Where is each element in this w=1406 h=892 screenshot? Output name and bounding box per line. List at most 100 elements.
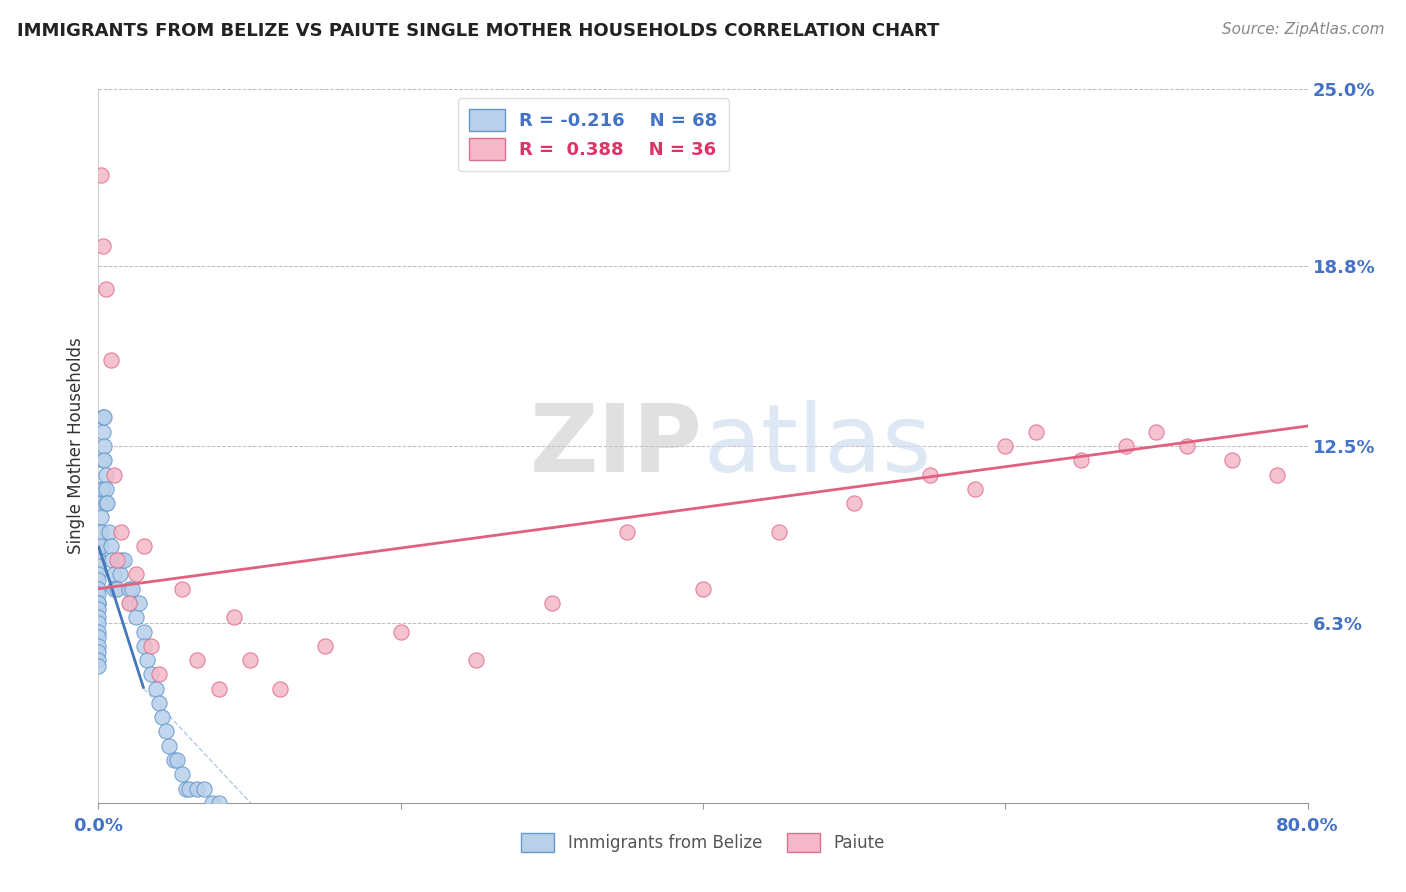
Point xyxy=(87,587,110,601)
Point xyxy=(163,753,186,767)
Text: Source: ZipAtlas.com: Source: ZipAtlas.com xyxy=(1222,22,1385,37)
Point xyxy=(1267,467,1289,482)
Point xyxy=(105,582,128,596)
Point xyxy=(170,582,193,596)
Point xyxy=(389,624,412,639)
Point xyxy=(90,539,112,553)
Point xyxy=(87,544,110,558)
Point xyxy=(224,610,246,624)
Point xyxy=(90,524,112,539)
Point xyxy=(98,524,121,539)
Point xyxy=(125,610,148,624)
Point xyxy=(135,653,157,667)
Point xyxy=(94,482,117,496)
Point xyxy=(179,781,201,796)
Point xyxy=(540,596,562,610)
Point xyxy=(87,596,110,610)
Point xyxy=(87,610,110,624)
Point xyxy=(87,615,110,630)
Point xyxy=(125,567,148,582)
Point xyxy=(96,496,118,510)
Point xyxy=(465,653,488,667)
Point xyxy=(120,596,142,610)
Point xyxy=(87,553,110,567)
Point xyxy=(314,639,336,653)
Point xyxy=(91,239,114,253)
Point xyxy=(239,653,262,667)
Point xyxy=(87,567,110,582)
Point xyxy=(132,624,155,639)
Point xyxy=(132,639,155,653)
Point xyxy=(994,439,1017,453)
Point xyxy=(105,553,128,567)
Text: IMMIGRANTS FROM BELIZE VS PAIUTE SINGLE MOTHER HOUSEHOLDS CORRELATION CHART: IMMIGRANTS FROM BELIZE VS PAIUTE SINGLE … xyxy=(17,22,939,40)
Point xyxy=(94,496,117,510)
Point xyxy=(186,653,208,667)
Point xyxy=(112,553,135,567)
Point xyxy=(100,539,122,553)
Point xyxy=(87,630,110,644)
Point xyxy=(87,653,110,667)
Point xyxy=(87,624,110,639)
Point xyxy=(148,696,170,710)
Point xyxy=(87,558,110,573)
Point xyxy=(118,582,141,596)
Point xyxy=(87,596,110,610)
Point xyxy=(141,639,163,653)
Point xyxy=(91,453,114,467)
Point xyxy=(121,582,143,596)
Point xyxy=(918,467,941,482)
Point xyxy=(93,410,115,425)
Point xyxy=(91,410,114,425)
Point xyxy=(87,573,110,587)
Point xyxy=(965,482,987,496)
Point xyxy=(87,601,110,615)
Point xyxy=(1175,439,1198,453)
Point xyxy=(692,582,714,596)
Point xyxy=(90,482,112,496)
Point xyxy=(94,467,117,482)
Point xyxy=(201,796,224,810)
Point xyxy=(118,596,141,610)
Point xyxy=(132,539,155,553)
Point xyxy=(159,739,181,753)
Point xyxy=(87,644,110,658)
Point xyxy=(174,781,197,796)
Point xyxy=(148,667,170,681)
Y-axis label: Single Mother Households: Single Mother Households xyxy=(67,338,86,554)
Point xyxy=(208,681,231,696)
Point xyxy=(87,658,110,673)
Point xyxy=(110,553,132,567)
Text: ZIP: ZIP xyxy=(530,400,703,492)
Point xyxy=(87,639,110,653)
Point xyxy=(108,567,131,582)
Point xyxy=(616,524,638,539)
Point xyxy=(90,510,112,524)
Point xyxy=(208,796,231,810)
Point xyxy=(91,425,114,439)
Point xyxy=(87,582,110,596)
Point xyxy=(844,496,866,510)
Point xyxy=(87,539,110,553)
Text: atlas: atlas xyxy=(703,400,931,492)
Point xyxy=(1024,425,1046,439)
Point xyxy=(768,524,790,539)
Point xyxy=(155,724,177,739)
Point xyxy=(1146,425,1168,439)
Point xyxy=(110,524,132,539)
Point xyxy=(193,781,215,796)
Point xyxy=(90,496,112,510)
Point xyxy=(1220,453,1243,467)
Point xyxy=(269,681,291,696)
Point xyxy=(128,596,150,610)
Point xyxy=(103,582,125,596)
Point xyxy=(150,710,173,724)
Point xyxy=(93,453,115,467)
Point xyxy=(141,667,163,681)
Point xyxy=(90,168,112,182)
Point xyxy=(186,781,208,796)
Point xyxy=(166,753,188,767)
Point xyxy=(87,524,110,539)
Point xyxy=(103,467,125,482)
Point xyxy=(100,353,122,368)
